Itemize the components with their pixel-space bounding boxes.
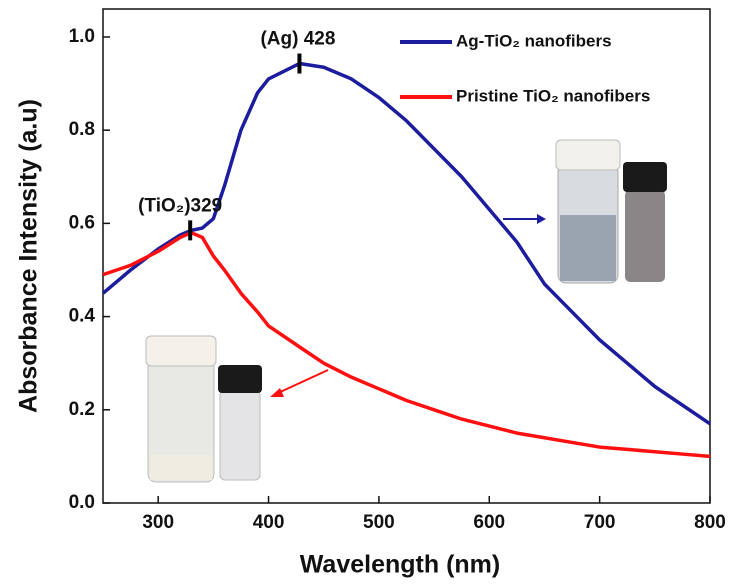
arrows	[270, 214, 546, 397]
annotation: (TiO₂)329	[138, 195, 222, 216]
x-tick-label: 600	[473, 512, 505, 533]
x-tick-label: 500	[363, 512, 395, 533]
annotation: (Ag) 428	[260, 29, 335, 50]
legend-label: Pristine TiO₂ nanofibers	[456, 86, 650, 105]
y-tick-label: 0.2	[69, 399, 95, 420]
x-axis-label: Wavelength (nm)	[300, 551, 500, 579]
y-tick-label: 0.8	[69, 119, 95, 140]
y-tick-label: 1.0	[69, 26, 95, 47]
series-line	[102, 230, 711, 459]
x-tick-label: 800	[694, 512, 726, 533]
y-tick-label: 0.6	[69, 212, 95, 233]
plot-frame	[102, 8, 711, 504]
x-tick-label: 400	[253, 512, 285, 533]
y-axis-label: Absorbance Intensity (a.u)	[15, 99, 43, 413]
x-tick-label: 300	[142, 512, 174, 533]
photo-tio2-vials	[145, 335, 262, 483]
y-tick-label: 0.0	[69, 492, 95, 513]
x-tick-label: 700	[584, 512, 616, 533]
legend-label: Ag-TiO₂ nanofibers	[456, 31, 612, 50]
photo-ag-vials	[555, 139, 667, 284]
y-tick-label: 0.4	[69, 306, 96, 327]
series-line	[101, 61, 711, 426]
